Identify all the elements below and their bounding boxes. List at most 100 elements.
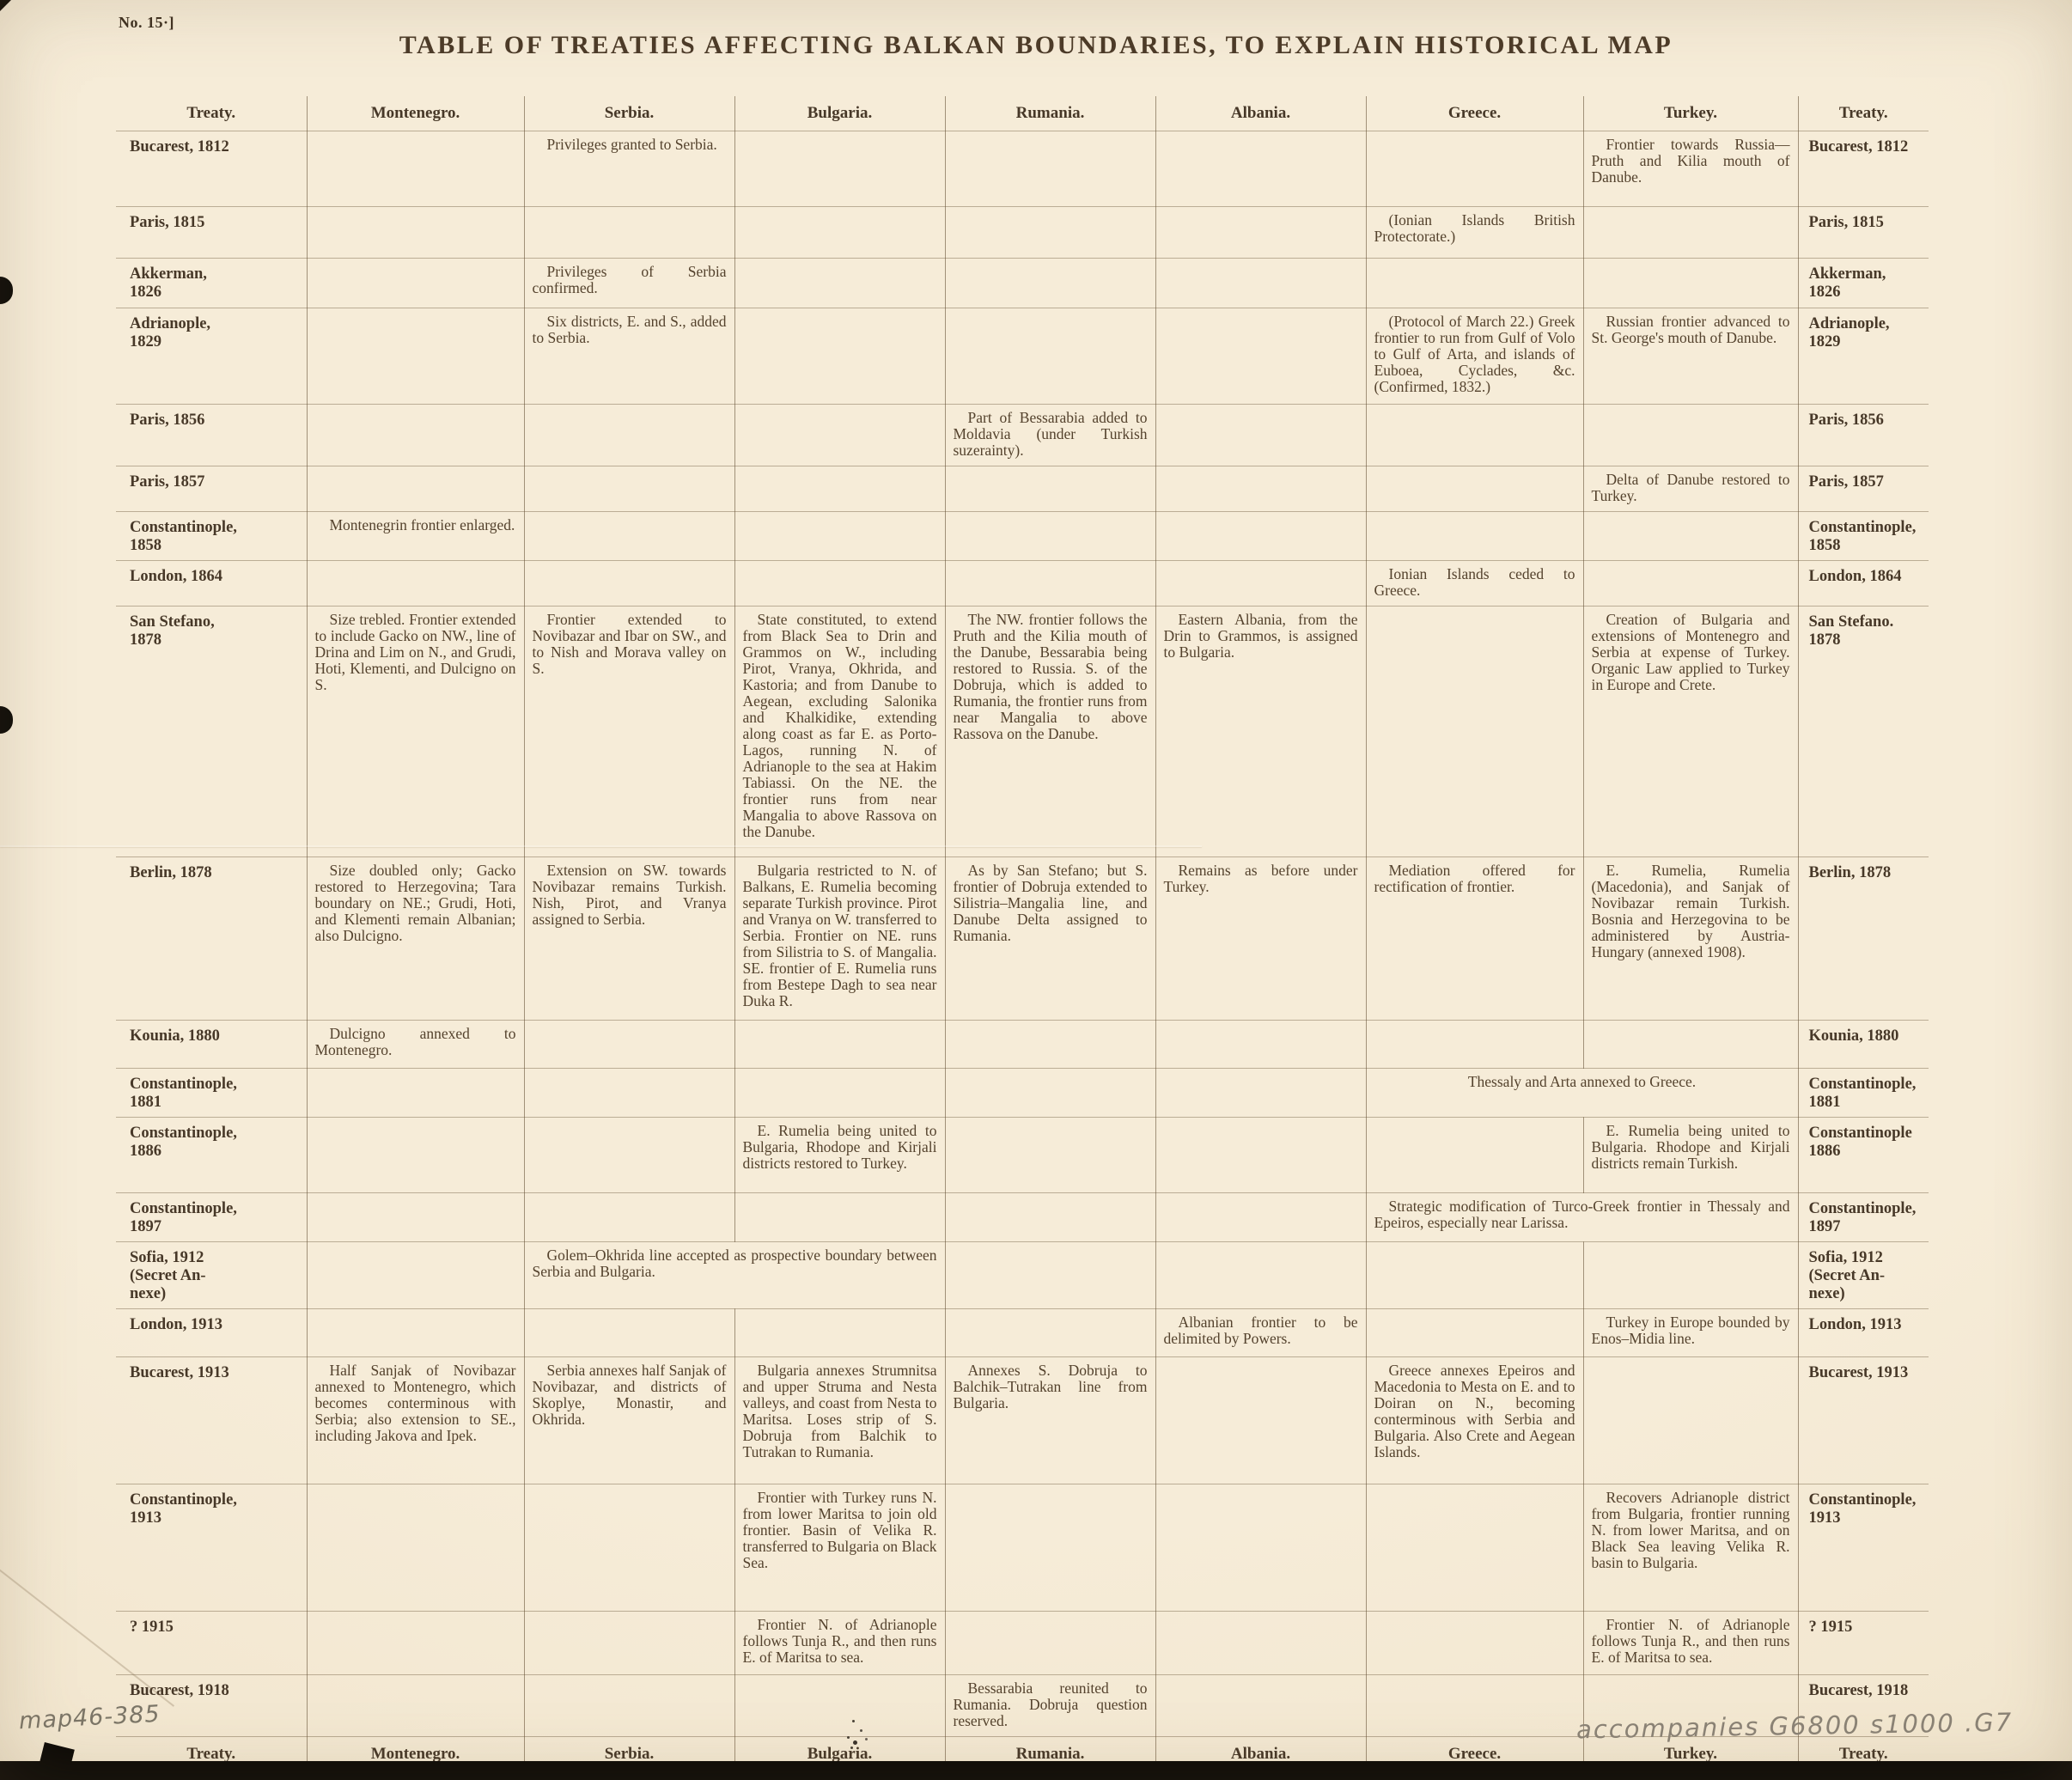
table-cell	[944, 1192, 1156, 1242]
table-cell	[1365, 1020, 1584, 1069]
table-cell	[306, 131, 525, 207]
treaty-label-right: Constantinople, 1858	[1797, 511, 1929, 561]
table-row: Bucarest, 1812 Privileges granted to Serb…	[115, 131, 1929, 207]
table-row: Bucarest, 1913 Half Sanjak of Novibazar a…	[115, 1356, 1929, 1484]
table-cell	[944, 1241, 1156, 1309]
treaty-label-left: Constantinople, 1858	[115, 511, 308, 561]
treaty-label-right: Paris, 1856	[1797, 404, 1929, 466]
treaty-label-right: Adrianople, 1829	[1797, 308, 1929, 405]
table-cell	[1365, 131, 1584, 207]
table-cell	[523, 560, 735, 607]
table-cell: Frontier extended to Novibazar and Ibar …	[523, 606, 735, 857]
table-cell	[306, 1117, 525, 1193]
column-header: Greece.	[1365, 95, 1584, 131]
table-cell: Frontier N. of Adrianople follows Tunja …	[734, 1611, 946, 1675]
table-row: Constantinople, 1881 Thessaly and Arta an…	[115, 1068, 1929, 1118]
table-cell: Thessaly and Arta annexed to Greece.	[1365, 1068, 1799, 1118]
table-cell	[734, 206, 946, 259]
column-header-row: Treaty. Montenegro. Serbia. Bulgaria. Rumani…	[115, 95, 1929, 131]
table-cell	[306, 1068, 525, 1118]
table-cell	[306, 1192, 525, 1242]
treaty-label-right: ? 1915	[1797, 1611, 1929, 1675]
table-cell	[1155, 1068, 1367, 1118]
table-cell	[306, 404, 525, 466]
table-cell	[734, 308, 946, 405]
table-cell: Montenegrin frontier enlarged.	[306, 511, 525, 561]
table-cell	[306, 466, 525, 512]
table-cell	[1582, 206, 1799, 259]
table-cell	[734, 404, 946, 466]
table-cell	[944, 1308, 1156, 1357]
table-cell: Strategic modification of Turco-Greek fr…	[1365, 1192, 1799, 1242]
treaty-label-right: Bucarest, 1913	[1797, 1356, 1929, 1484]
table-cell	[523, 1611, 735, 1675]
table-row: Constantinople, 1858 Montenegrin frontier…	[115, 511, 1929, 561]
table-cell: Mediation offered for rectification of f…	[1365, 856, 1584, 1021]
treaty-label-right: Constantinople, 1881	[1797, 1068, 1929, 1118]
table-row: Akkerman, 1826 Privileges of Serbia confi…	[115, 258, 1929, 308]
table-cell: E. Rumelia being united to Bulgaria. Rho…	[1582, 1117, 1799, 1193]
table-cell	[1155, 1117, 1367, 1193]
table-cell	[1365, 606, 1584, 857]
table-cell	[306, 1308, 525, 1357]
table-cell: Serbia annexes half Sanjak of Novibazar,…	[523, 1356, 735, 1484]
table-cell	[523, 466, 735, 512]
table-cell: (Protocol of March 22.) Greek frontier t…	[1365, 308, 1584, 405]
table-row: ? 1915 Frontier N. of Adrianople follows …	[115, 1611, 1929, 1675]
table-cell: Bessarabia reunited to Rumania. Dobruja …	[944, 1674, 1156, 1737]
table-cell	[944, 206, 1156, 259]
table-cell: Half Sanjak of Novibazar annexed to Mont…	[306, 1356, 525, 1484]
column-header: Montenegro.	[306, 95, 525, 131]
treaty-label-left: Bucarest, 1918	[115, 1674, 308, 1737]
table-cell	[1155, 511, 1367, 561]
table-cell	[523, 511, 735, 561]
table-row: San Stefano, 1878 Size trebled. Frontier …	[115, 606, 1929, 857]
treaty-label-right: Akkerman, 1826	[1797, 258, 1929, 308]
treaty-label-left: Adrianople, 1829	[115, 308, 308, 405]
table-cell	[944, 308, 1156, 405]
table-cell	[944, 1068, 1156, 1118]
table-cell: Dulcigno annexed to Montenegro.	[306, 1020, 525, 1069]
table-cell	[1155, 308, 1367, 405]
table-cell	[944, 1117, 1156, 1193]
table-cell	[306, 560, 525, 607]
treaty-label-right: Sofia, 1912 (Secret An- nexe)	[1797, 1241, 1929, 1309]
table-cell	[1155, 560, 1367, 607]
scan-artifact-corner	[0, 0, 11, 11]
table-cell	[523, 1674, 735, 1737]
table-cell	[1365, 1674, 1584, 1737]
table-cell: (Ionian Islands British Protectorate.)	[1365, 206, 1584, 259]
ink-specks	[852, 1720, 855, 1722]
scan-artifact-notch	[0, 706, 13, 734]
treaty-label-left: Constantinople, 1886	[115, 1117, 308, 1193]
table-row: Adrianople, 1829 Six districts, E. and S.…	[115, 308, 1929, 405]
treaty-label-right: Bucarest, 1812	[1797, 131, 1929, 207]
table-cell	[306, 1241, 525, 1309]
table-cell	[944, 258, 1156, 308]
table-cell	[1582, 404, 1799, 466]
table-cell: Albanian frontier to be delimited by Pow…	[1155, 1308, 1367, 1357]
table-cell	[1365, 511, 1584, 561]
table-row: London, 1864 Ionian Islands ceded to Gree…	[115, 560, 1929, 607]
treaty-label-right: London, 1913	[1797, 1308, 1929, 1357]
treaty-label-right: Paris, 1857	[1797, 466, 1929, 512]
table-cell	[1155, 1241, 1367, 1309]
table-cell: Size doubled only; Gacko restored to Her…	[306, 856, 525, 1021]
table-body: Bucarest, 1812 Privileges granted to Serb…	[115, 131, 1929, 1737]
table-cell	[1155, 404, 1367, 466]
table-row: Bucarest, 1918 Bessarabia reunited to Rum…	[115, 1674, 1929, 1737]
table-cell	[734, 258, 946, 308]
table-cell	[523, 1484, 735, 1612]
table-cell	[523, 404, 735, 466]
table-cell	[734, 466, 946, 512]
table-cell: The NW. frontier follows the Pruth and t…	[944, 606, 1156, 857]
table-cell: Eastern Albania, from the Drin to Grammo…	[1155, 606, 1367, 857]
table-cell	[1365, 1241, 1584, 1309]
table-cell: Size trebled. Frontier extended to inclu…	[306, 606, 525, 857]
table-cell	[1582, 1674, 1799, 1737]
table-cell	[944, 1020, 1156, 1069]
treaty-label-left: San Stefano, 1878	[115, 606, 308, 857]
table-cell: Greece annexes Epeiros and Macedonia to …	[1365, 1356, 1584, 1484]
table-cell	[306, 206, 525, 259]
table-cell	[1582, 1020, 1799, 1069]
